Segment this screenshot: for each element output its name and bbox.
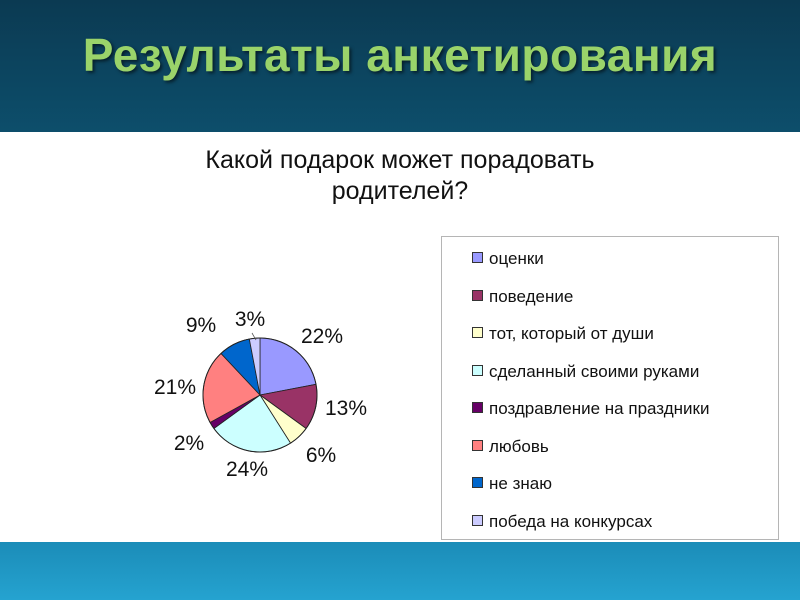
legend-label: поздравление на праздники — [489, 399, 710, 418]
data-label-5: 2% — [174, 432, 204, 455]
data-label-6: 21% — [154, 376, 196, 399]
legend-swatch — [472, 289, 483, 301]
chart-title: Какой подарок может порадовать родителей… — [0, 145, 800, 207]
data-label-1: 22% — [301, 325, 343, 348]
pie-outline — [202, 337, 318, 453]
legend-item-6: любовь — [472, 437, 549, 457]
legend-swatch — [472, 252, 483, 263]
legend-label: поведение — [489, 286, 574, 306]
legend-label: не знаю — [489, 474, 552, 493]
bottom-band — [0, 542, 800, 600]
legend-label: сделанный своими руками — [489, 361, 700, 381]
legend-swatch — [472, 477, 483, 488]
legend-label: любовь — [489, 436, 549, 456]
legend-item-8: победа на конкурсах — [472, 512, 652, 532]
legend-item-3: тот, который от души — [472, 324, 654, 344]
data-label-4: 24% — [226, 458, 268, 481]
data-label-2: 13% — [325, 397, 367, 420]
leader-line — [251, 332, 257, 341]
chart-legend: оценки поведение тот, который от души сдела… — [441, 236, 779, 540]
data-label-3: 6% — [306, 444, 336, 467]
chart-title-line-2: родителей? — [331, 177, 469, 205]
legend-label: оценки — [489, 249, 544, 268]
legend-item-7: не знаю — [472, 474, 552, 494]
legend-item-5: поздравление на праздники — [472, 399, 709, 419]
data-label-8: 3% — [235, 308, 265, 331]
slide-title: Результаты анкетирования — [82, 29, 718, 81]
chart-title-line-1: Какой подарок может порадовать — [205, 146, 595, 174]
legend-swatch — [472, 327, 483, 338]
legend-swatch — [472, 514, 483, 526]
legend-swatch — [472, 364, 483, 376]
data-label-7: 9% — [186, 314, 216, 337]
legend-label: тот, который от души — [489, 324, 654, 343]
legend-item-1: оценки — [472, 249, 544, 269]
legend-swatch — [472, 439, 483, 451]
legend-item-2: поведение — [472, 287, 573, 307]
legend-swatch — [472, 402, 483, 413]
legend-label: победа на конкурсах — [489, 511, 653, 531]
legend-item-4: сделанный своими руками — [472, 362, 699, 382]
